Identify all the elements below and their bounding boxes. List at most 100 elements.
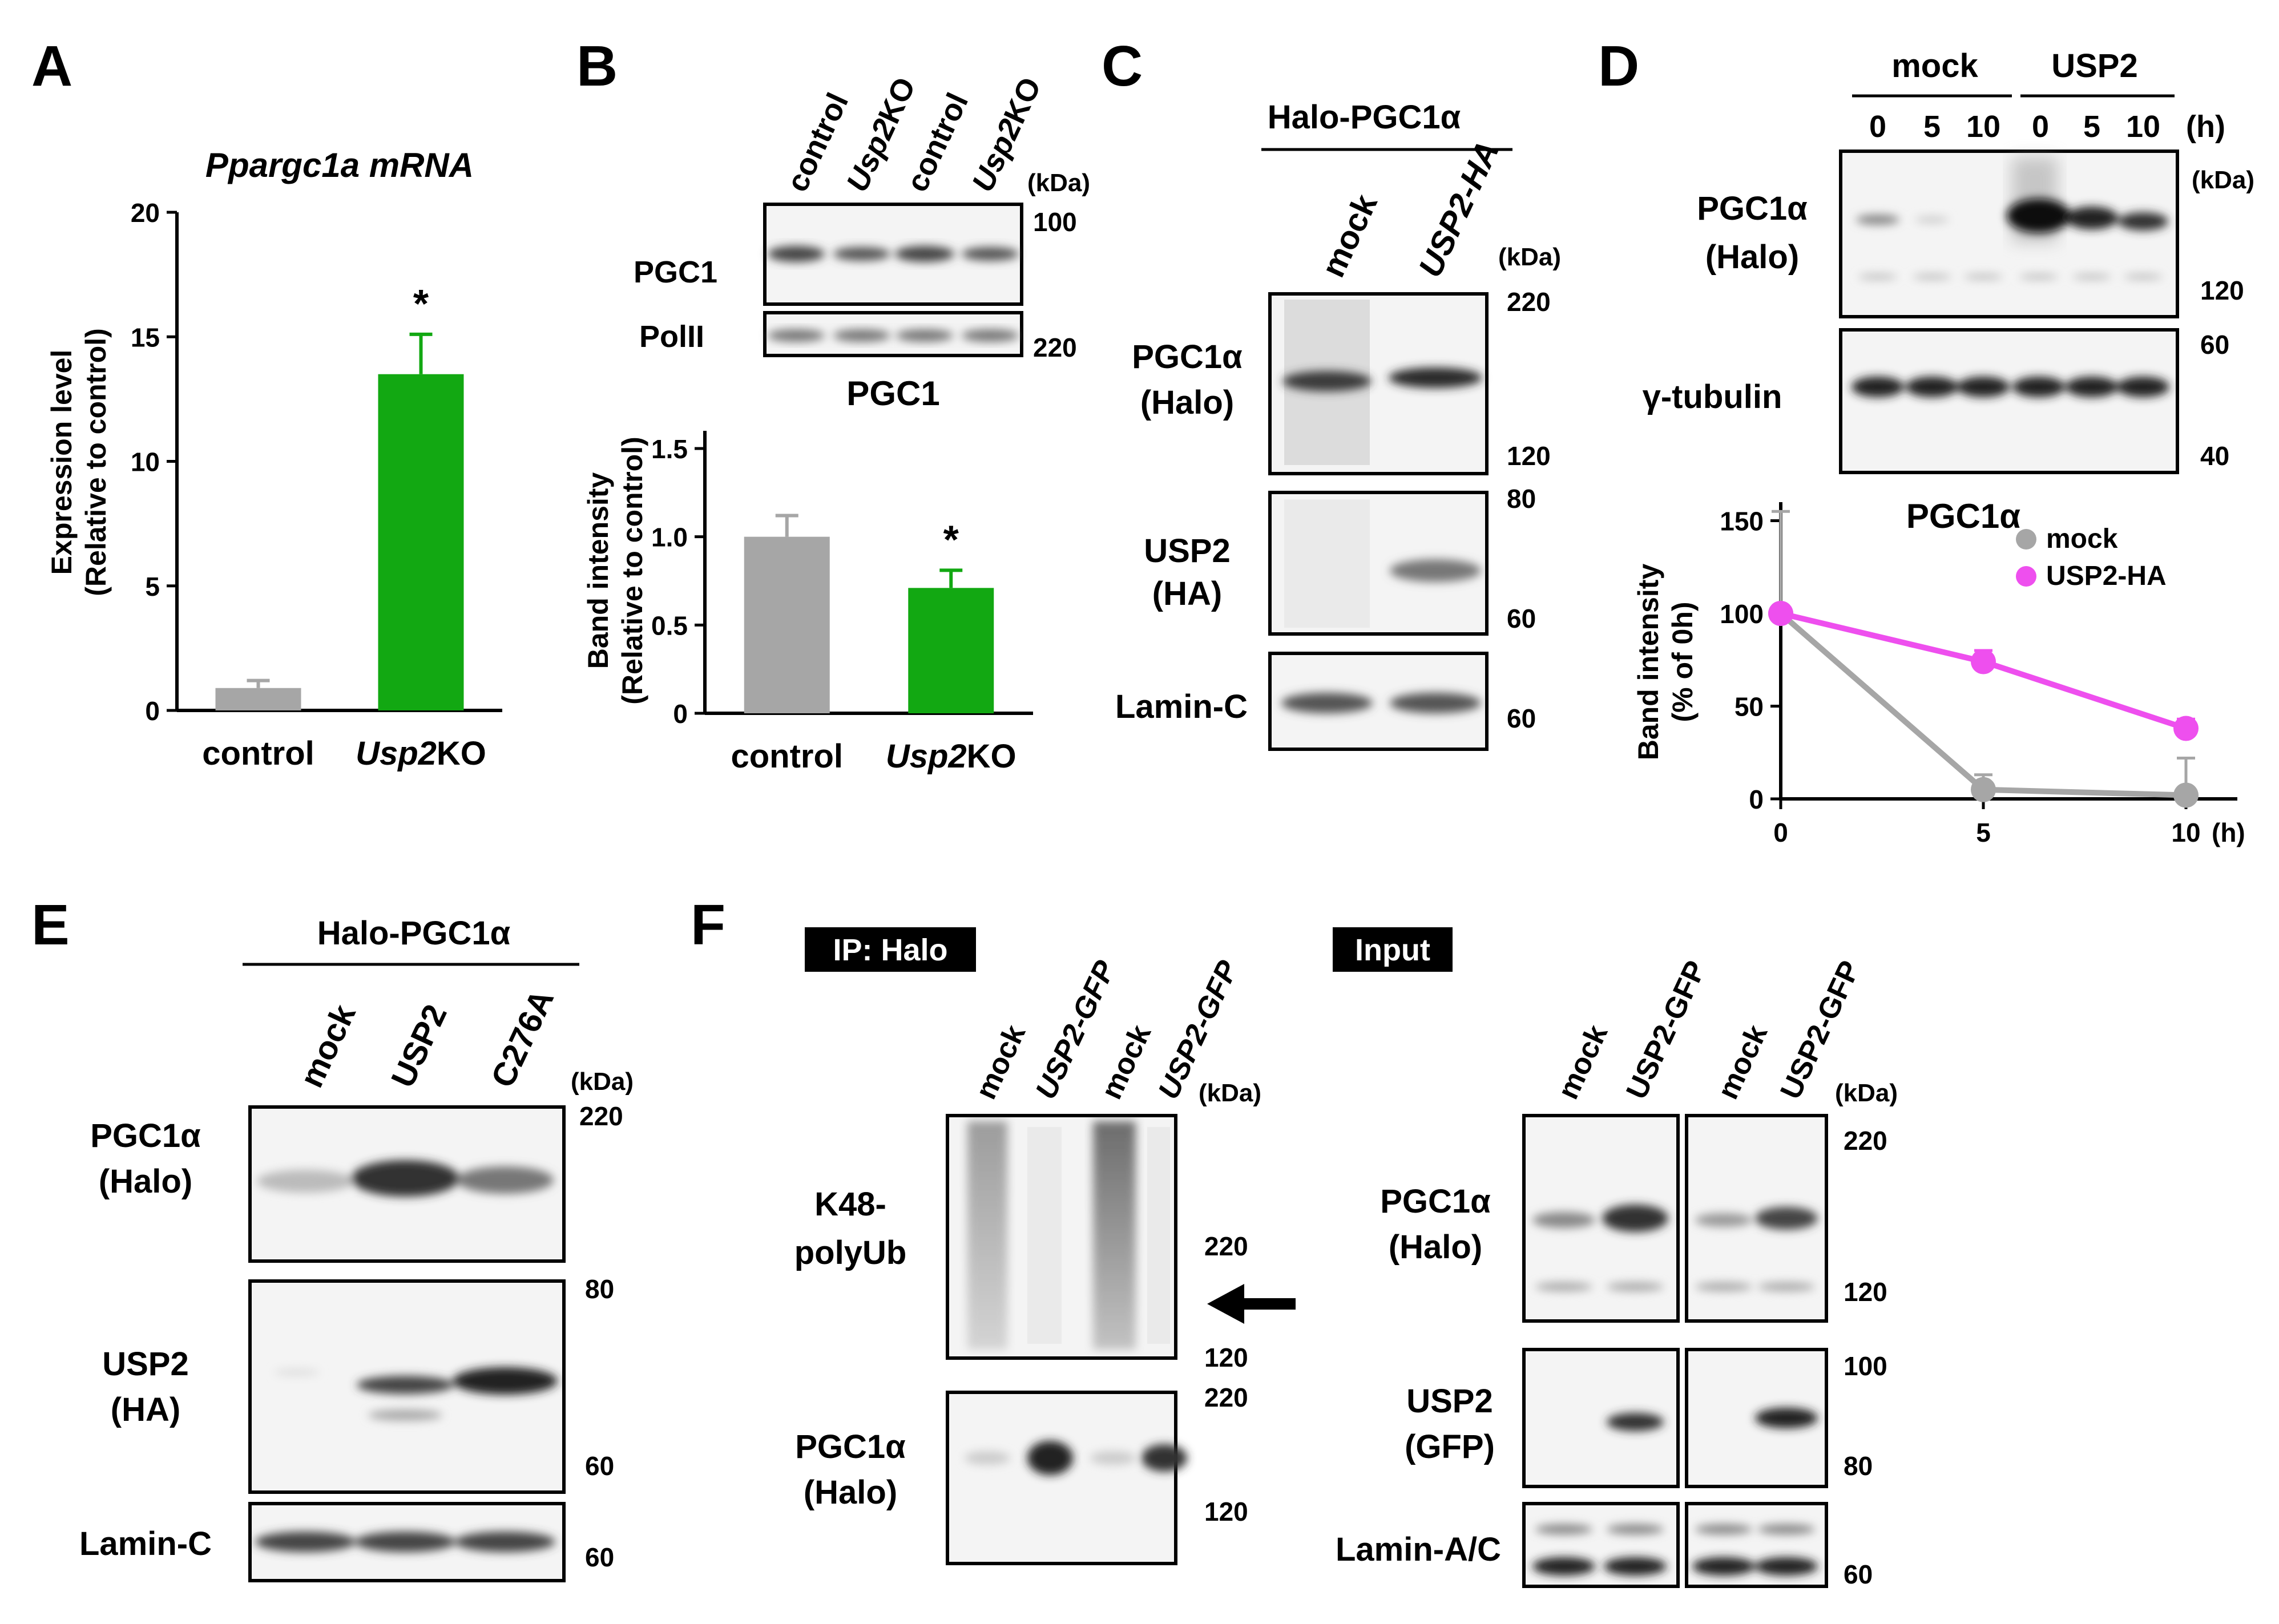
band	[1906, 377, 1958, 397]
band	[1607, 1413, 1664, 1431]
band	[2066, 377, 2118, 397]
band	[1964, 274, 2003, 280]
chart-title: Ppargc1a mRNA	[205, 146, 474, 184]
input-label-box	[1333, 927, 1453, 972]
arrow-icon	[1207, 1284, 1296, 1324]
x-category-label: Usp2KO	[356, 735, 486, 772]
blot-row-label: PGC1α	[1380, 1183, 1491, 1220]
kda-label: (kDa)	[1199, 1079, 1261, 1107]
marker-kda: 80	[1507, 484, 1536, 514]
y-axis-label-line1: Band intensity	[582, 472, 614, 669]
blot-row-label: (Halo)	[1140, 384, 1234, 421]
band	[1957, 377, 2010, 397]
band	[1389, 367, 1482, 388]
marker-kda: 80	[585, 1274, 614, 1304]
legend-label: mock	[2046, 524, 2118, 554]
blot-row-label: PolII	[639, 320, 704, 354]
y-tick-label: 0	[673, 699, 688, 729]
blot-row-label: (Halo)	[1389, 1229, 1482, 1266]
bands-tubulin	[1852, 377, 2169, 397]
band	[2117, 377, 2169, 397]
y-axis-label-line1: Expression level	[46, 350, 78, 575]
smear	[1284, 499, 1370, 628]
bands-f-ip	[965, 1441, 1187, 1475]
kda-label: (kDa)	[1835, 1079, 1898, 1107]
chart-title: PGC1	[846, 374, 939, 413]
band	[1692, 1557, 1755, 1575]
construct-header: Halo-PGC1α	[1268, 99, 1461, 136]
ip-label-box	[805, 927, 976, 972]
bar-usp2ko	[378, 374, 464, 710]
blot-pgc1a-halo	[1839, 150, 2179, 318]
marker-kda: 120	[1204, 1343, 1248, 1372]
bar-control	[215, 688, 301, 710]
band	[962, 329, 1019, 342]
band	[1602, 1205, 1668, 1232]
blot-row-label: Lamin-A/C	[1336, 1531, 1501, 1568]
blot-row-label: PGC1α	[1132, 338, 1243, 375]
lane-label: mock	[1551, 1020, 1614, 1104]
time-label: 10	[2126, 110, 2160, 144]
marker-kda: 60	[1507, 704, 1536, 733]
band	[257, 1170, 354, 1193]
marker-kda: 60	[2200, 330, 2229, 359]
lane-label: mock	[1095, 1020, 1157, 1104]
band	[1535, 1524, 1592, 1534]
series-line-mock	[1778, 611, 2187, 798]
blot-row-label: K48-	[814, 1186, 886, 1223]
bands-d	[1856, 199, 2168, 280]
panel-f: IP: Halo Input mockUSP2-GFPmockUSP2-GFP …	[794, 927, 1898, 1589]
y-tick-label: 150	[1720, 507, 1764, 536]
band	[1755, 1408, 1818, 1428]
y-axis-label: Band intensity (Relative to control)	[582, 437, 648, 704]
y-tick-label: 0	[1749, 785, 1764, 814]
panel-d: mock USP2 0 5 10 0 5 10 (h) (kDa)	[1632, 47, 2254, 847]
marker-kda: 40	[2200, 441, 2229, 471]
blot-row-label: USP2	[1406, 1383, 1493, 1420]
lane-labels: mock USP2 C276A	[293, 984, 561, 1093]
marker-kda: 220	[579, 1101, 623, 1131]
marker-kda: 100	[1844, 1351, 1887, 1381]
bar-usp2ko	[908, 588, 994, 713]
panel-a: Ppargc1a mRNA Expression level (Relative…	[46, 146, 502, 772]
bar-chart-a: 0 5 10 15 20 control Usp2KO *	[131, 198, 502, 772]
band	[1532, 1557, 1595, 1575]
band	[1390, 559, 1481, 582]
band	[965, 1451, 1010, 1465]
bands-c	[1281, 367, 1482, 713]
legend-swatch	[2016, 529, 2036, 550]
input-label: Input	[1355, 933, 1430, 967]
blot-row-label: USP2	[1144, 532, 1231, 569]
blot-row-label: PGC1α	[1697, 190, 1808, 227]
band	[1281, 693, 1373, 713]
kda-label: (kDa)	[571, 1068, 634, 1096]
blot-ip-pgc1a-halo	[946, 1391, 1177, 1565]
band	[833, 329, 890, 342]
marker-kda: 60	[585, 1542, 614, 1572]
blot-row-label: (Halo)	[804, 1474, 897, 1511]
lane-labels: mock USP2-HA	[1314, 135, 1507, 282]
time-label: 5	[1923, 110, 1941, 144]
data-point	[2173, 782, 2199, 808]
band	[1535, 1282, 1592, 1291]
band	[1532, 1212, 1595, 1228]
y-axis-label-line2: (% of 0h)	[1667, 601, 1699, 722]
lane-label: USP2-HA	[1411, 135, 1507, 282]
y-axis-label-line1: Band intensity	[1632, 564, 1664, 761]
kda-label: (kDa)	[2192, 166, 2254, 194]
x-tick-label: 0	[1773, 818, 1788, 847]
band	[1141, 1444, 1187, 1472]
band	[1915, 216, 1949, 223]
marker-kda: 220	[1204, 1231, 1248, 1261]
y-tick-label: 0	[145, 696, 160, 726]
blot-row-label: Lamin-C	[1115, 688, 1248, 725]
band	[895, 246, 954, 262]
band	[1027, 1441, 1073, 1475]
y-tick-label: 15	[131, 322, 160, 352]
panel-letters: A B C D E F	[31, 34, 1639, 957]
bands-pgc1	[768, 246, 1019, 262]
lane-label: C276A	[484, 984, 561, 1093]
blot-row-label: Lamin-C	[79, 1525, 212, 1562]
